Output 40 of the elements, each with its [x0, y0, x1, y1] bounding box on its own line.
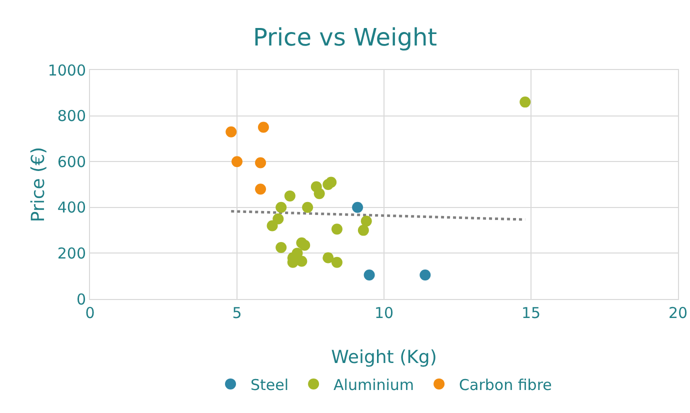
point: [255, 157, 266, 168]
point: [302, 202, 314, 213]
point: [276, 242, 287, 253]
y-axis-title: Price (€): [28, 146, 49, 222]
y-tick-label: 200: [57, 244, 86, 262]
point: [226, 126, 237, 138]
point: [352, 202, 364, 213]
point: [364, 269, 375, 280]
legend-label: Steel: [250, 376, 289, 394]
point: [360, 216, 372, 227]
point: [296, 256, 308, 267]
point: [266, 220, 278, 232]
point: [326, 176, 337, 188]
y-tick-label: 400: [57, 198, 86, 217]
y-tick-label: 600: [57, 152, 86, 171]
point: [314, 188, 325, 200]
point: [322, 252, 334, 264]
y-tick-label: 1000: [48, 61, 86, 80]
point: [258, 122, 269, 133]
legend-label: Aluminium: [334, 376, 414, 394]
y-tick-label: 0: [76, 290, 86, 308]
point: [276, 202, 287, 213]
x-tick-label: 20: [668, 304, 688, 322]
point: [331, 256, 342, 268]
x-axis-title: Weight (Kg): [331, 347, 437, 368]
point: [284, 190, 296, 202]
point: [232, 156, 242, 168]
x-tick-label: 5: [232, 304, 242, 322]
point: [358, 224, 369, 236]
point: [272, 213, 284, 224]
chart-title: Price vs Weight: [252, 24, 438, 52]
y-tick-label: 800: [57, 107, 86, 126]
point: [520, 96, 531, 108]
point: [420, 269, 431, 280]
point: [331, 224, 342, 235]
x-tick-label: 10: [374, 304, 394, 322]
legend-label: Carbon fibre: [459, 376, 552, 394]
point: [299, 240, 310, 251]
point: [255, 184, 266, 195]
x-tick-label: 15: [521, 304, 541, 322]
